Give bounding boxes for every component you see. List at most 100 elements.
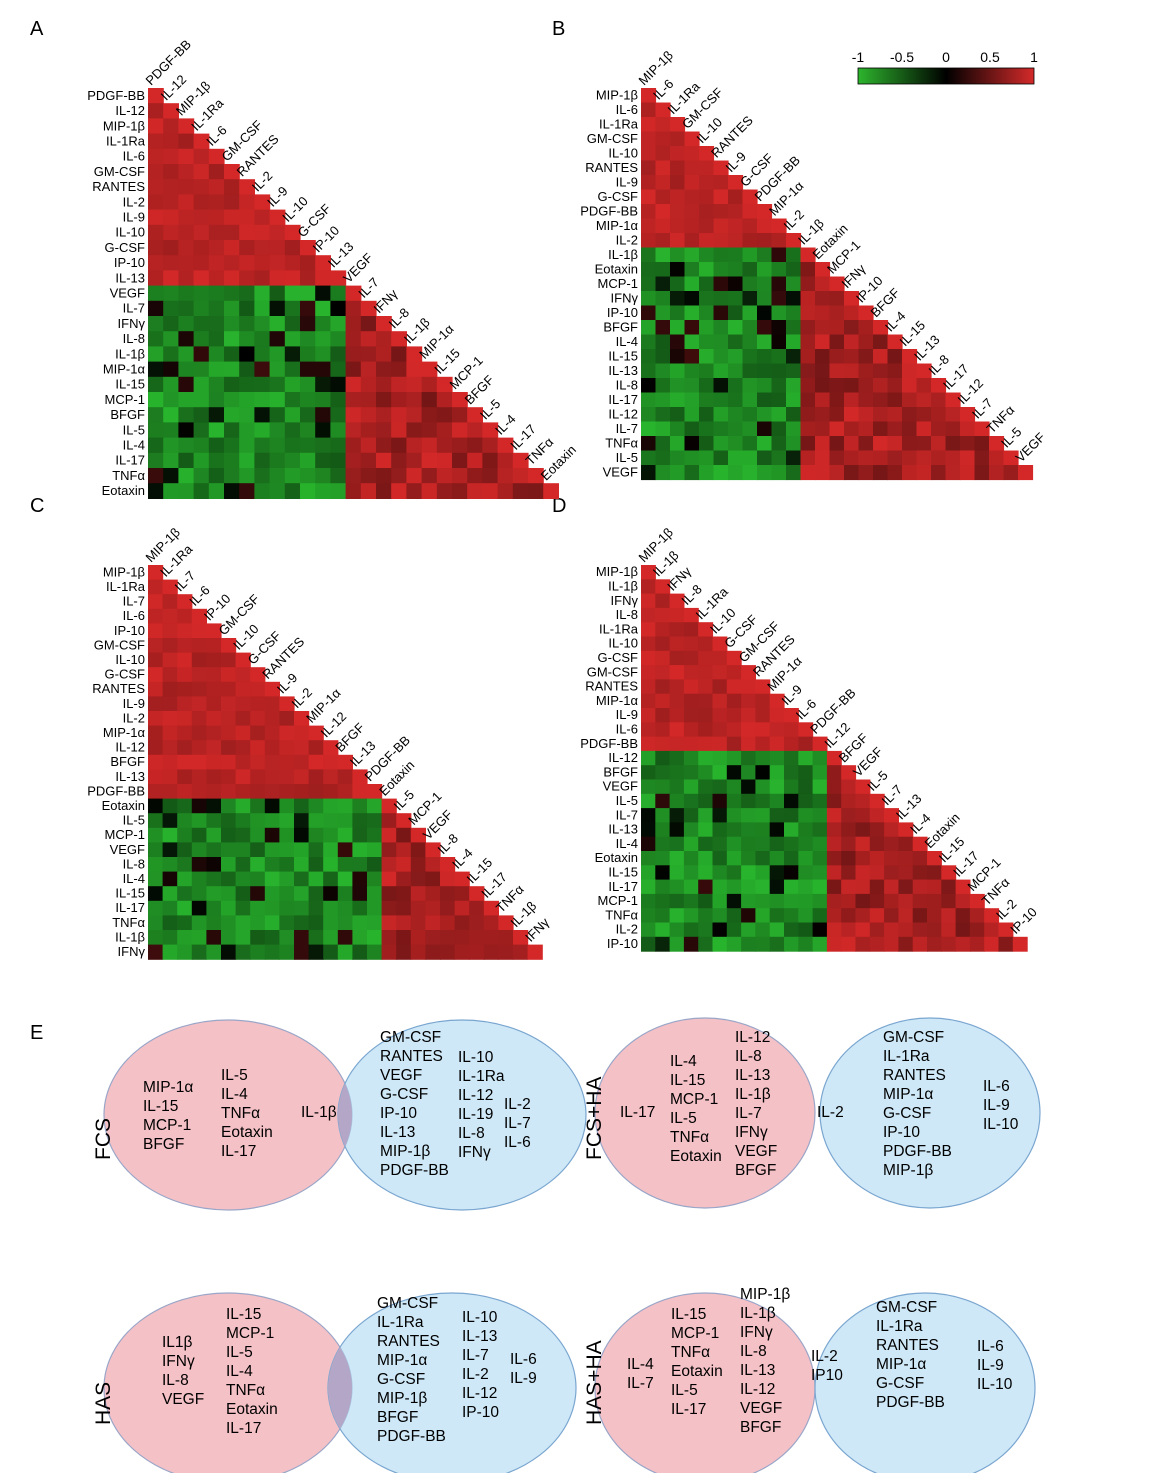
heatmap-cell xyxy=(755,879,771,895)
heatmap-cell xyxy=(955,908,971,924)
heatmap-cell xyxy=(641,305,657,321)
heatmap-cell xyxy=(391,407,407,423)
heatmap-cell xyxy=(741,779,756,795)
heatmap-cell xyxy=(757,320,773,336)
heatmap-cell xyxy=(684,233,700,249)
heatmap-cell xyxy=(235,754,251,770)
heatmap-cell xyxy=(798,793,814,809)
heatmap-cell xyxy=(683,736,699,752)
row-label: IL-10 xyxy=(115,652,145,667)
heatmap-cell xyxy=(323,915,339,931)
heatmap-cell xyxy=(669,865,685,881)
heatmap-cell xyxy=(641,750,656,766)
heatmap-cell xyxy=(669,650,685,666)
heatmap-cell xyxy=(641,665,656,680)
heatmap-cell xyxy=(191,798,207,814)
heatmap-cell xyxy=(206,813,222,829)
heatmap-cell xyxy=(684,131,700,147)
heatmap-cell xyxy=(815,407,831,423)
heatmap-cell xyxy=(193,285,210,302)
heatmap-cell xyxy=(769,793,785,809)
heatmap-cell xyxy=(469,915,485,931)
heatmap-a: PDGF-BBPDGF-BBIL-12IL-12MIP-1βMIP-1βIL-1… xyxy=(87,37,579,499)
heatmap-cell xyxy=(669,779,685,795)
venn-left-list: IL-4 IL-7 xyxy=(627,1356,654,1392)
heatmap-cell xyxy=(798,736,814,752)
heatmap-cell xyxy=(728,407,744,423)
row-label: G-CSF xyxy=(105,667,146,682)
heatmap-cell xyxy=(869,793,885,809)
heatmap-cell xyxy=(279,798,295,814)
heatmap-cell xyxy=(381,857,397,873)
heatmap-cell xyxy=(193,300,210,317)
row-label: IL-1β xyxy=(608,247,638,262)
heatmap-cell xyxy=(755,722,771,738)
heatmap-cell xyxy=(669,822,685,838)
heatmap-cell xyxy=(898,851,914,866)
heatmap-cell xyxy=(815,320,831,336)
heatmap-cell xyxy=(367,944,383,960)
heatmap-cell xyxy=(148,769,164,785)
heatmap-cell xyxy=(254,452,271,469)
heatmap-cell xyxy=(206,784,222,800)
row-label: TNFα xyxy=(112,915,145,930)
heatmap-cell xyxy=(294,754,310,770)
heatmap-cell xyxy=(512,468,529,484)
heatmap-cell xyxy=(815,450,831,466)
heatmap-cell xyxy=(989,465,1005,481)
heatmap-cell xyxy=(376,331,392,347)
heatmap-cell xyxy=(250,944,266,960)
heatmap-cell xyxy=(902,407,918,423)
heatmap-cell xyxy=(683,836,699,852)
heatmap-cell xyxy=(163,285,179,302)
row-label: IL-13 xyxy=(608,363,638,378)
heatmap-cell xyxy=(960,407,976,423)
heatmap-cell xyxy=(641,465,657,481)
heatmap-cell xyxy=(712,722,728,738)
heatmap-cell xyxy=(284,346,301,363)
heatmap-cell xyxy=(239,452,255,469)
correlation-heatmaps: PDGF-BBPDGF-BBIL-12IL-12MIP-1βMIP-1βIL-1… xyxy=(87,37,1048,960)
heatmap-cell xyxy=(208,224,225,241)
heatmap-cell xyxy=(784,808,799,823)
heatmap-cell xyxy=(162,652,178,668)
heatmap-cell xyxy=(162,871,178,887)
heatmap-cell xyxy=(191,871,207,887)
heatmap-cell xyxy=(279,769,295,785)
heatmap-cell xyxy=(784,722,799,738)
heatmap-cell xyxy=(713,407,729,423)
heatmap-cell xyxy=(858,450,874,466)
heatmap-cell xyxy=(360,407,377,423)
colorbar-tick: 1 xyxy=(1030,49,1038,65)
heatmap-cell xyxy=(148,681,164,697)
heatmap-cell xyxy=(829,407,845,423)
heatmap-cell xyxy=(498,915,514,931)
heatmap-cell xyxy=(454,871,470,887)
heatmap-cell xyxy=(844,450,860,466)
heatmap-cell xyxy=(178,483,195,499)
heatmap-cell xyxy=(391,361,407,378)
heatmap-cell xyxy=(771,305,787,321)
heatmap-cell xyxy=(771,349,787,365)
heatmap-cell xyxy=(452,437,468,454)
heatmap-cell xyxy=(360,376,377,393)
heatmap-cell xyxy=(812,865,828,881)
heatmap-cell xyxy=(308,769,324,785)
heatmap-cell xyxy=(641,247,657,263)
heatmap-cell xyxy=(887,450,903,466)
heatmap-cell xyxy=(330,285,347,302)
heatmap-cell xyxy=(815,305,831,321)
row-label: IL-2 xyxy=(616,232,638,247)
heatmap-cell xyxy=(989,436,1005,452)
row-label: IL-9 xyxy=(123,696,145,711)
heatmap-cell xyxy=(931,407,947,423)
heatmap-cell xyxy=(998,922,1014,938)
heatmap-cell xyxy=(728,247,744,263)
heatmap-cell xyxy=(367,930,383,946)
heatmap-cell xyxy=(162,754,178,770)
heatmap-cell xyxy=(440,857,456,873)
heatmap-cell xyxy=(177,696,193,712)
heatmap-cell xyxy=(381,813,397,829)
heatmap-cell xyxy=(221,725,237,741)
heatmap-cell xyxy=(916,465,932,481)
